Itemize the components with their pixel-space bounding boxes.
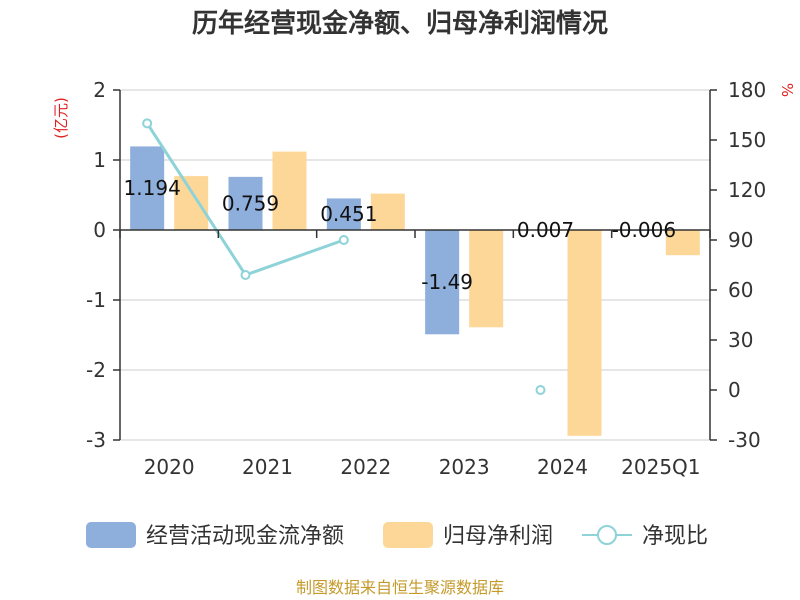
ratio-point xyxy=(535,385,546,395)
data-label: 0.451 xyxy=(320,202,377,226)
bar-profit xyxy=(665,230,700,256)
legend-label-ratio: 净现比 xyxy=(642,524,708,549)
legend-swatch-profit xyxy=(383,522,433,548)
legend-label-profit: 归母净利润 xyxy=(443,524,553,549)
x-tick-label: 2023 xyxy=(439,455,490,479)
bar-cash xyxy=(228,176,263,230)
right-axis-unit: % xyxy=(778,83,796,97)
data-label: 0.759 xyxy=(222,191,279,215)
bar-cash xyxy=(130,146,165,230)
x-tick-label: 2025Q1 xyxy=(621,455,700,479)
right-tick-label: -30 xyxy=(728,428,761,452)
bar-profit xyxy=(370,193,405,230)
right-tick-label: 30 xyxy=(728,328,753,352)
left-tick-label: 2 xyxy=(93,78,106,102)
right-tick-label: 90 xyxy=(728,228,753,252)
cash-flow-bars xyxy=(130,146,656,335)
chart-title: 历年经营现金净额、归母净利润情况 xyxy=(192,8,608,39)
ratio-point xyxy=(142,118,153,129)
ratio-line xyxy=(142,118,546,395)
net-profit-bars xyxy=(174,151,700,436)
x-tick-label: 2021 xyxy=(242,455,293,479)
left-axis-unit: (亿元) xyxy=(52,97,70,139)
ratio-point xyxy=(338,235,349,245)
right-tick-label: 150 xyxy=(728,128,766,152)
left-tick-label: 1 xyxy=(93,148,106,172)
data-label: 1.194 xyxy=(124,176,181,200)
legend-label-cash: 经营活动现金流净额 xyxy=(146,524,344,549)
legend[interactable]: 经营活动现金流净额 归母净利润 净现比 xyxy=(86,522,708,549)
left-tick-label: -1 xyxy=(86,288,106,312)
left-tick-label: -2 xyxy=(86,358,106,382)
x-tick-label: 2022 xyxy=(340,455,391,479)
legend-marker-ratio xyxy=(597,525,617,545)
bar-cash xyxy=(425,230,460,335)
gridlines xyxy=(120,89,710,441)
left-tick-label: 0 xyxy=(93,218,106,242)
right-tick-label: 180 xyxy=(728,78,766,102)
right-tick-label: 60 xyxy=(728,278,753,302)
bar-profit xyxy=(567,230,602,436)
tick-labels: 2 1 0 -1 -2 -3 180 150 120 90 60 30 0 -30 2020 2021 2022… xyxy=(86,78,766,479)
x-tick-label: 2020 xyxy=(144,455,195,479)
data-labels: 1.194 0.759 0.451 -1.49 0.007 -0.006 xyxy=(124,176,677,294)
bar-profit xyxy=(469,230,504,328)
data-label: -1.49 xyxy=(421,270,473,294)
bar-cash xyxy=(326,198,361,230)
right-tick-label: 0 xyxy=(728,378,741,402)
x-tick-label: 2024 xyxy=(537,455,588,479)
bar-profit xyxy=(174,176,209,230)
data-label: 0.007 xyxy=(517,218,574,242)
right-tick-label: 120 xyxy=(728,178,766,202)
ratio-point xyxy=(240,270,251,280)
axes xyxy=(113,89,717,441)
legend-swatch-cash xyxy=(86,522,136,548)
source-note: 制图数据来自恒生聚源数据库 xyxy=(296,578,504,597)
bar-profit xyxy=(272,151,307,230)
left-tick-label: -3 xyxy=(86,428,106,452)
data-label: -0.006 xyxy=(612,218,676,242)
